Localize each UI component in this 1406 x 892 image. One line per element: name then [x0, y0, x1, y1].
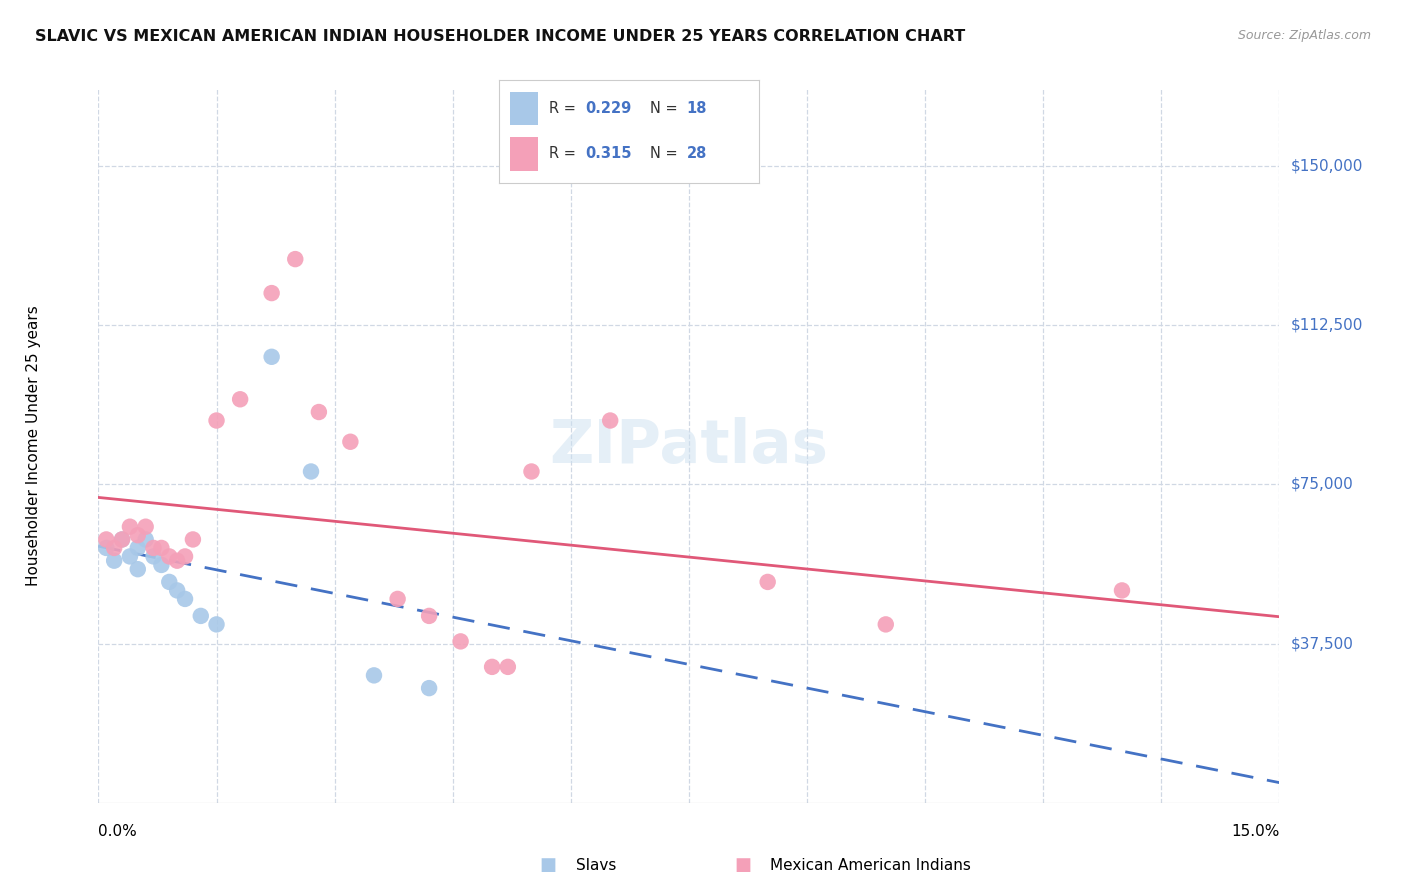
Point — [135, 533, 157, 547]
Text: Slavs: Slavs — [576, 858, 617, 872]
Point — [96, 533, 118, 547]
Text: Mexican American Indians: Mexican American Indians — [770, 858, 972, 872]
Point — [229, 392, 252, 407]
Point — [387, 591, 409, 606]
Point — [174, 549, 197, 564]
Point — [127, 528, 149, 542]
Point — [96, 541, 118, 555]
Point — [111, 533, 134, 547]
Point — [496, 660, 519, 674]
Text: Source: ZipAtlas.com: Source: ZipAtlas.com — [1237, 29, 1371, 42]
Point — [875, 617, 897, 632]
Point — [127, 541, 149, 555]
Text: 0.229: 0.229 — [585, 101, 631, 116]
Point — [339, 434, 361, 449]
Point — [174, 591, 197, 606]
Point — [599, 413, 621, 427]
Text: 18: 18 — [686, 101, 707, 116]
Text: R =: R = — [548, 146, 581, 161]
Text: ZIPatlas: ZIPatlas — [550, 417, 828, 475]
Point — [418, 608, 440, 623]
Text: SLAVIC VS MEXICAN AMERICAN INDIAN HOUSEHOLDER INCOME UNDER 25 YEARS CORRELATION : SLAVIC VS MEXICAN AMERICAN INDIAN HOUSEH… — [35, 29, 966, 44]
Point — [118, 549, 141, 564]
Text: $150,000: $150,000 — [1291, 158, 1362, 173]
Point — [127, 562, 149, 576]
Point — [135, 519, 157, 533]
Point — [190, 608, 212, 623]
Text: 28: 28 — [686, 146, 707, 161]
Point — [1111, 583, 1133, 598]
Text: $112,500: $112,500 — [1291, 318, 1362, 333]
Point — [142, 549, 165, 564]
Point — [157, 549, 180, 564]
Point — [481, 660, 503, 674]
Point — [103, 554, 125, 568]
Point — [142, 541, 165, 555]
Text: ■: ■ — [734, 856, 751, 874]
Point — [150, 558, 173, 572]
Point — [150, 541, 173, 555]
Point — [118, 519, 141, 533]
Text: $75,000: $75,000 — [1291, 476, 1354, 491]
Point — [260, 286, 283, 301]
Bar — [509, 92, 538, 126]
Text: Householder Income Under 25 years: Householder Income Under 25 years — [25, 306, 41, 586]
Point — [260, 350, 283, 364]
Point — [181, 533, 204, 547]
Text: N =: N = — [650, 146, 682, 161]
Point — [520, 465, 543, 479]
Point — [450, 634, 472, 648]
Text: N =: N = — [650, 101, 682, 116]
Point — [308, 405, 330, 419]
Point — [418, 681, 440, 695]
Text: ■: ■ — [540, 856, 557, 874]
Point — [284, 252, 307, 266]
Point — [205, 617, 228, 632]
Text: 0.315: 0.315 — [585, 146, 631, 161]
Point — [363, 668, 385, 682]
Text: 0.0%: 0.0% — [98, 824, 138, 839]
Point — [205, 413, 228, 427]
Bar — [509, 136, 538, 170]
Point — [103, 541, 125, 555]
Text: 15.0%: 15.0% — [1232, 824, 1279, 839]
Point — [756, 574, 779, 589]
Point — [166, 554, 188, 568]
Text: $37,500: $37,500 — [1291, 636, 1354, 651]
Point — [166, 583, 188, 598]
Text: R =: R = — [548, 101, 581, 116]
Point — [157, 574, 180, 589]
Point — [111, 533, 134, 547]
Point — [299, 465, 322, 479]
